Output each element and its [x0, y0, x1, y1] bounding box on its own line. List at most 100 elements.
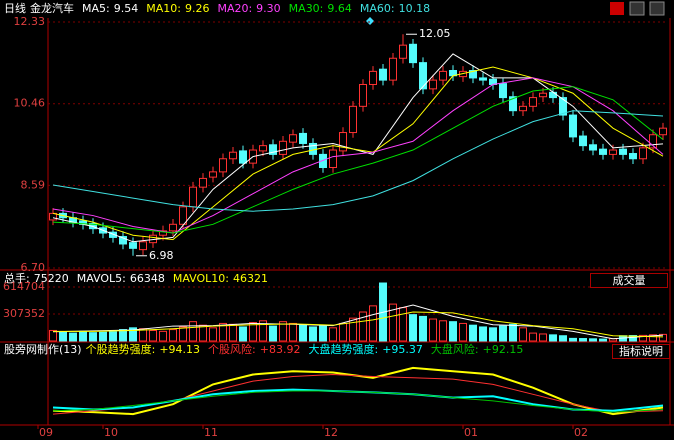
- candle-body: [229, 151, 237, 160]
- indicator-button[interactable]: 指标说明: [612, 344, 670, 359]
- candle-body: [139, 241, 147, 251]
- candle-body: [319, 153, 327, 169]
- volume-bar: [169, 329, 177, 342]
- volume-bar: [279, 321, 287, 342]
- volume-bar: [639, 334, 647, 342]
- candle-body: [209, 171, 217, 178]
- volume-button[interactable]: 成交量: [590, 273, 668, 288]
- y-tick-label: 10.46: [14, 97, 46, 110]
- candle-body: [299, 132, 307, 144]
- volume-header: 总手: 75220 MAVOL5: 66348 MAVOL10: 46321: [4, 272, 276, 286]
- volume-bar: [449, 321, 457, 342]
- volume-bar: [429, 318, 437, 342]
- volume-bar: [119, 329, 127, 342]
- volume-bar: [409, 314, 417, 342]
- volume-bar: [89, 332, 97, 342]
- candle-body: [279, 140, 287, 155]
- volume-bar: [259, 320, 267, 342]
- legend-name: MA5:: [82, 2, 110, 15]
- candle-body: [239, 150, 247, 164]
- tool-icon[interactable]: [649, 1, 665, 16]
- volume-bar: [439, 320, 447, 342]
- candle-body: [639, 147, 647, 160]
- candle-body: [549, 91, 557, 99]
- candle-body: [529, 97, 537, 107]
- volume-bar: [559, 335, 567, 342]
- volume-bar: [359, 311, 367, 342]
- legend-name: MAVOL5:: [76, 272, 126, 285]
- legend-name: MA20:: [217, 2, 253, 15]
- volume-value: 75220: [33, 272, 69, 285]
- volume-bar: [149, 329, 157, 342]
- volume-bar: [419, 315, 427, 342]
- candle-body: [399, 44, 407, 59]
- stock-name: 金龙汽车: [30, 2, 74, 15]
- volume-bar: [349, 317, 357, 342]
- volume-bar: [299, 324, 307, 342]
- legend-name: 个股趋势强度:: [85, 343, 156, 356]
- tool-icon[interactable]: [610, 2, 624, 15]
- candle-body: [539, 92, 547, 98]
- volume-bar: [319, 325, 327, 342]
- candle-body: [129, 242, 137, 249]
- candle-body: [599, 148, 607, 155]
- candle-body: [559, 97, 567, 116]
- candle-body: [289, 134, 297, 143]
- volume-bar: [129, 327, 137, 342]
- x-tick-label: 12: [324, 426, 338, 439]
- line: [53, 311, 664, 338]
- candle-body: [189, 186, 197, 208]
- legend-value: 9.26: [184, 2, 210, 15]
- volume-bar: [599, 338, 607, 342]
- candle-body: [359, 83, 367, 107]
- legend-name: MA30:: [288, 2, 324, 15]
- candle-body: [159, 230, 167, 236]
- candle-body: [409, 43, 417, 64]
- candle-body: [659, 127, 667, 136]
- marker: [366, 17, 374, 25]
- candle-body: [579, 135, 587, 147]
- legend-value: +94.13: [159, 343, 201, 356]
- indicator-header: 股旁网制作(13) 个股趋势强度: +94.13 个股风险: +83.92 大盘趋势强度:…: [4, 343, 531, 357]
- chart-title: 日线: [4, 2, 26, 15]
- volume-bar: [249, 322, 257, 342]
- volume-bar: [509, 323, 517, 342]
- volume-bar: [369, 305, 377, 342]
- volume-bar: [69, 332, 77, 342]
- candle-body: [419, 62, 427, 90]
- volume-bar: [469, 324, 477, 342]
- candle-body: [469, 70, 477, 79]
- volume-bar: [529, 332, 537, 342]
- candle-body: [329, 149, 337, 169]
- legend-name: MAVOL10:: [172, 272, 229, 285]
- candle-body: [629, 153, 637, 160]
- candle-body: [169, 223, 177, 232]
- legend-value: +95.37: [382, 343, 423, 356]
- x-tick-label: 10: [104, 426, 118, 439]
- candle-body: [609, 149, 617, 155]
- candle-body: [589, 144, 597, 151]
- legend-name: 个股风险:: [208, 343, 256, 356]
- legend-value: 9.54: [113, 2, 139, 15]
- legend-value: +92.15: [482, 343, 524, 356]
- annotation: 12.05: [419, 27, 451, 40]
- volume-bar: [49, 329, 57, 342]
- x-tick-label: 02: [574, 426, 588, 439]
- annotation: 6.98: [149, 249, 174, 262]
- line: [52, 304, 664, 340]
- legend-name: MA10:: [146, 2, 181, 15]
- line: [52, 66, 664, 241]
- candle-body: [219, 158, 227, 173]
- volume-title: 总手:: [4, 272, 30, 285]
- volume-bar: [629, 335, 637, 342]
- candle-body: [509, 96, 517, 112]
- volume-bar: [329, 327, 337, 342]
- volume-bar: [519, 327, 527, 342]
- volume-bar: [219, 322, 227, 342]
- tool-icon[interactable]: [629, 1, 645, 16]
- line: [52, 390, 664, 413]
- legend-value: 9.30: [256, 2, 281, 15]
- x-tick-label: 09: [39, 426, 53, 439]
- legend-value: 46321: [233, 272, 268, 285]
- indicator-title: 股旁网制作(13): [4, 343, 82, 356]
